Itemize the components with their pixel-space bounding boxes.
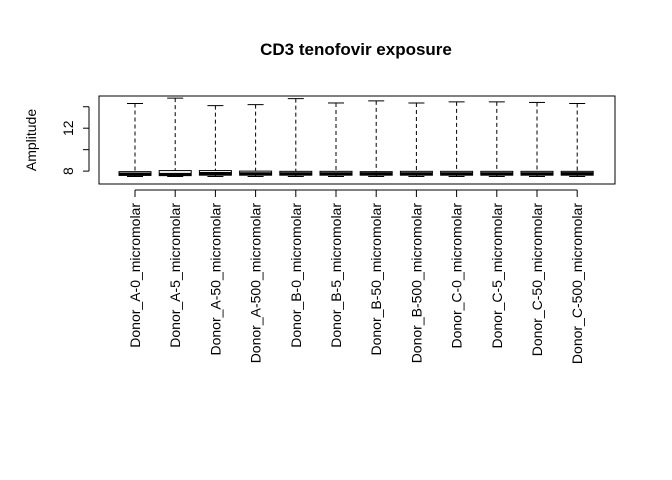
box-9: [440, 101, 474, 177]
x-tick-label: Donor_B-0_micromolar: [288, 203, 304, 348]
box-10: [480, 101, 514, 177]
y-tick-label: 8: [60, 167, 76, 175]
box-12: [560, 103, 594, 177]
x-tick-label: Donor_C-50_micromolar: [529, 203, 545, 357]
box-8: [399, 102, 433, 177]
y-tick-label: 12: [60, 120, 76, 136]
chart-title: CD3 tenofovir exposure: [260, 40, 452, 59]
box-6: [319, 102, 353, 177]
y-axis: 8 12: [60, 106, 90, 175]
x-tick-label: Donor_A-50_micromolar: [207, 203, 223, 356]
x-tick-label: Donor_B-5_micromolar: [328, 203, 344, 348]
box-7: [359, 100, 393, 177]
box-4: [239, 104, 273, 177]
boxes-group: [118, 97, 594, 177]
x-tick-label: Donor_C-5_micromolar: [489, 203, 505, 349]
box-1: [118, 103, 152, 177]
plot-frame: [98, 95, 616, 185]
x-tick-label: Donor_A-500_micromolar: [248, 203, 264, 364]
x-tick-label: Donor_C-500_micromolar: [569, 203, 585, 364]
x-tick-label: Donor_A-5_micromolar: [167, 203, 183, 348]
y-axis-label: Amplitude: [23, 109, 39, 171]
x-axis: Donor_A-0_micromolar Donor_A-5_micromolar…: [127, 189, 585, 364]
box-3: [198, 105, 232, 177]
box-2: [158, 97, 192, 177]
x-tick-label: Donor_C-0_micromolar: [449, 203, 465, 349]
x-tick-label: Donor_B-500_micromolar: [408, 203, 424, 364]
box-11: [520, 101, 554, 177]
x-tick-label: Donor_A-0_micromolar: [127, 203, 143, 348]
box-5: [279, 98, 313, 177]
x-tick-label: Donor_B-50_micromolar: [368, 203, 384, 356]
